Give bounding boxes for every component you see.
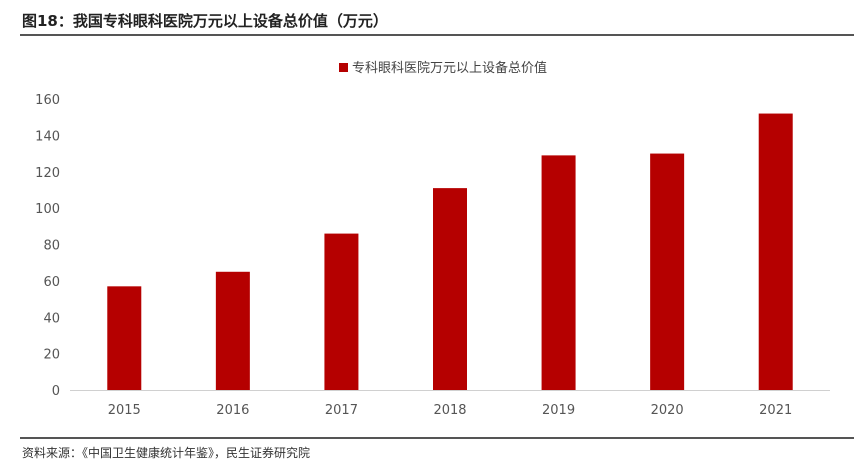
x-tick-label: 2015 [108, 403, 141, 418]
y-tick-label: 120 [35, 166, 60, 181]
top-rule [20, 34, 854, 36]
y-tick-label: 20 [43, 348, 60, 363]
x-tick-label: 2016 [216, 403, 249, 418]
legend-swatch [339, 63, 348, 72]
bar-2019 [541, 155, 576, 390]
bar-2015 [107, 286, 142, 390]
x-tick-label: 2021 [759, 403, 792, 418]
source-note: 资料来源：《中国卫生健康统计年鉴》，民生证券研究院 [22, 446, 311, 460]
x-axis: 2015 2016 2017 2018 2019 2020 2021 [108, 403, 793, 418]
y-axis: 0 20 40 60 80 100 120 140 160 [35, 93, 60, 399]
y-tick-label: 0 [52, 384, 60, 399]
bottom-rule [20, 437, 854, 439]
x-tick-label: 2020 [651, 403, 684, 418]
bar-2017 [324, 233, 359, 390]
y-tick-label: 40 [43, 311, 60, 326]
bar-2021 [758, 113, 793, 391]
y-tick-label: 60 [43, 275, 60, 290]
bars [107, 113, 793, 391]
y-tick-label: 160 [35, 93, 60, 108]
y-tick-label: 80 [43, 239, 60, 254]
figure-title: 图18：我国专科眼科医院万元以上设备总价值（万元） [22, 12, 388, 30]
bar-2020 [650, 153, 685, 390]
x-tick-label: 2018 [433, 403, 466, 418]
x-tick-label: 2017 [325, 403, 358, 418]
x-tick-label: 2019 [542, 403, 575, 418]
y-tick-label: 140 [35, 129, 60, 144]
bar-2016 [215, 271, 250, 390]
y-tick-label: 100 [35, 202, 60, 217]
legend: 专科眼科医院万元以上设备总价值 [339, 60, 547, 76]
bar-2018 [433, 188, 467, 390]
legend-label: 专科眼科医院万元以上设备总价值 [352, 60, 547, 76]
